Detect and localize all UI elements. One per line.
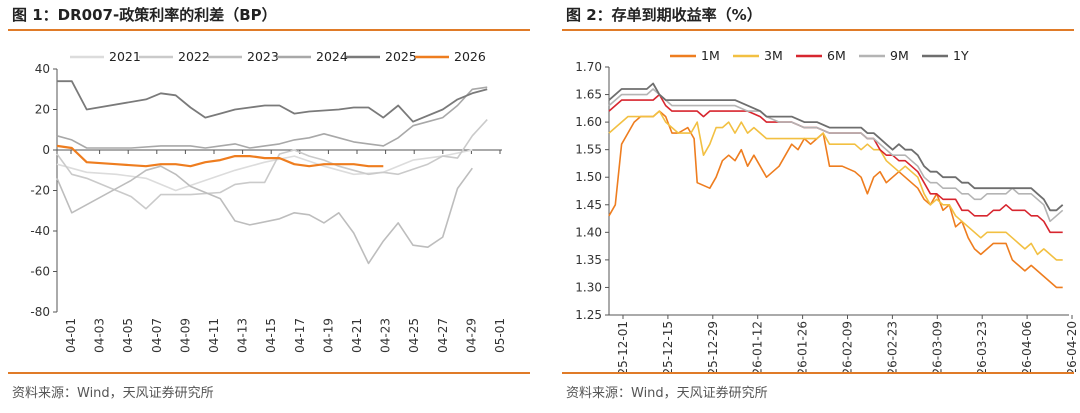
right-x-tick-label: 2026-04-06 xyxy=(1020,321,1034,372)
left-x-tick-label: 04-15 xyxy=(264,318,278,353)
right-legend-item-1y: 1Y xyxy=(922,48,969,63)
left-series-line-2023 xyxy=(56,165,473,265)
right-series-line-9m xyxy=(608,88,1064,223)
left-x-tick-label: 04-25 xyxy=(407,318,421,353)
right-y-tick-label: 1.50 xyxy=(575,170,602,184)
left-legend-item-2021: 2021 xyxy=(70,49,141,64)
left-x-tick-label: 04-27 xyxy=(436,318,450,353)
left-source-rule xyxy=(8,372,530,374)
right-y-tick-label: 1.40 xyxy=(575,225,602,239)
legend-label: 2021 xyxy=(109,49,141,64)
right-y-tick-label: 1.65 xyxy=(575,88,602,102)
right-x-tick-label: 2026-01-12 xyxy=(751,321,765,372)
left-y-tick-label: -40 xyxy=(30,224,50,238)
left-x-tick-label: 04-21 xyxy=(350,318,364,353)
left-x-tick-label: 04-01 xyxy=(64,318,78,353)
left-x-tick-label: 04-03 xyxy=(93,318,107,353)
left-y-tick-label: 0 xyxy=(42,143,50,157)
left-legend-item-2023: 2023 xyxy=(208,49,279,64)
legend-label: 2023 xyxy=(247,49,279,64)
left-y-tick-label: -60 xyxy=(30,265,50,279)
legend-label: 2025 xyxy=(385,49,417,64)
right-x-tick-label: 2025-12-29 xyxy=(706,321,720,372)
right-y-tick-label: 1.45 xyxy=(575,198,602,212)
left-series-line-2026 xyxy=(56,144,384,168)
left-series-line-2021 xyxy=(56,149,473,192)
right-y-tick-label: 1.60 xyxy=(575,115,602,129)
right-legend-item-9m: 9M xyxy=(859,48,909,63)
left-y-tick-label: -20 xyxy=(30,184,50,198)
right-x-tick-label: 2026-03-09 xyxy=(930,321,944,372)
right-title-rule xyxy=(562,29,1074,31)
right-x-tick-label: 2026-03-23 xyxy=(975,321,989,372)
left-title-rule xyxy=(8,29,530,31)
right-x-tick-label: 2025-12-01 xyxy=(616,321,630,372)
right-series-line-1y xyxy=(608,82,1064,212)
right-y-tick-label: 1.70 xyxy=(575,60,602,74)
left-series-line-2022 xyxy=(56,119,488,210)
right-x-tick-label: 2026-01-26 xyxy=(796,321,810,372)
right-x-tick-label: 2026-02-23 xyxy=(885,321,899,372)
right-legend-item-1m: 1M xyxy=(670,48,720,63)
right-x-tick-label: 2026-02-09 xyxy=(841,321,855,372)
right-series-line-3m xyxy=(608,110,1063,261)
left-series-line-2024 xyxy=(56,86,488,149)
left-x-tick-label: 04-11 xyxy=(207,318,221,353)
left-series-line-2025 xyxy=(57,80,488,123)
legend-label: 2024 xyxy=(316,49,348,64)
left-x-tick-label: 04-07 xyxy=(150,318,164,353)
right-series-line-1m xyxy=(608,110,1063,289)
left-y-tick-label: -80 xyxy=(30,305,50,319)
right-source-rule xyxy=(562,372,1074,374)
cd-yield-chart: 1.70 1.65 1.60 1.55 1.50 1.45 1.40 1.35 1.30 1.25… xyxy=(575,48,1079,372)
left-legend-item-2024: 2024 xyxy=(277,49,348,64)
left-x-tick-label: 04-05 xyxy=(121,318,135,353)
legend-label: 1Y xyxy=(953,48,969,63)
right-y-tick-label: 1.35 xyxy=(575,253,602,267)
left-legend-item-2025: 2025 xyxy=(346,49,417,64)
right-source-note: 资料来源：Wind，天风证券研究所 xyxy=(566,386,768,401)
right-y-tick-label: 1.25 xyxy=(575,308,602,322)
right-figure-title: 图 2：存单到期收益率（%） xyxy=(566,6,762,24)
right-x-tick-label: 2025-12-15 xyxy=(661,321,675,372)
right-legend-item-3m: 3M xyxy=(733,48,783,63)
legend-label: 6M xyxy=(827,48,846,63)
dr007-spread-chart: 40 20 0 -20 -40 -60 -80 04-01 04-03 04-05 04-07 04-… xyxy=(30,49,507,353)
left-y-tick-label: 40 xyxy=(35,62,50,76)
left-figure-title: 图 1：DR007-政策利率的利差（BP） xyxy=(12,6,277,24)
left-legend-item-2022: 2022 xyxy=(139,49,210,64)
legend-label: 2026 xyxy=(454,49,486,64)
left-x-tick-label: 04-13 xyxy=(236,318,250,353)
right-y-tick-label: 1.55 xyxy=(575,143,602,157)
legend-label: 1M xyxy=(701,48,720,63)
left-x-tick-label: 04-19 xyxy=(321,318,335,353)
left-x-tick-label: 04-23 xyxy=(379,318,393,353)
right-x-tick-label: 2026-04-20 xyxy=(1065,321,1079,372)
left-x-tick-label: 04-09 xyxy=(178,318,192,353)
right-series-line-6m xyxy=(608,93,1063,234)
left-x-tick-label: 05-01 xyxy=(493,318,507,353)
legend-label: 3M xyxy=(764,48,783,63)
left-y-tick-label: 20 xyxy=(35,103,50,117)
legend-label: 9M xyxy=(890,48,909,63)
right-y-tick-label: 1.30 xyxy=(575,280,602,294)
left-legend-item-2026: 2026 xyxy=(415,49,486,64)
left-x-tick-label: 04-17 xyxy=(293,318,307,353)
legend-label: 2022 xyxy=(178,49,210,64)
right-legend-item-6m: 6M xyxy=(796,48,846,63)
left-source-note: 资料来源：Wind，天风证券研究所 xyxy=(12,386,214,401)
left-x-tick-label: 04-29 xyxy=(464,318,478,353)
